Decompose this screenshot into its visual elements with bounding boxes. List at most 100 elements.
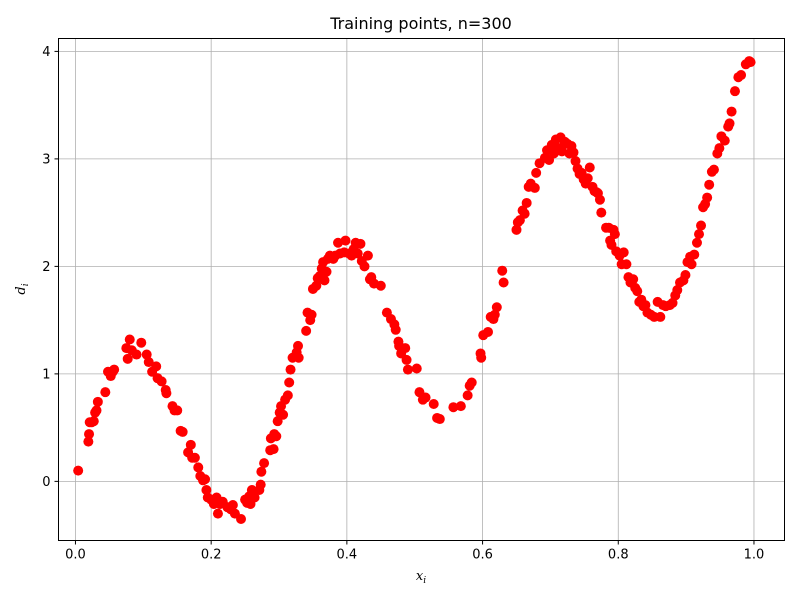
data-point bbox=[726, 106, 737, 117]
data-point bbox=[729, 86, 740, 97]
x-tick-label: 0.4 bbox=[337, 548, 358, 563]
data-point bbox=[632, 286, 643, 297]
y-tick-label: 0 bbox=[42, 475, 50, 490]
data-point bbox=[268, 444, 279, 455]
data-point bbox=[141, 349, 152, 360]
data-point bbox=[482, 326, 493, 337]
data-point bbox=[212, 508, 223, 519]
data-point bbox=[519, 208, 530, 219]
data-point bbox=[88, 416, 99, 427]
data-point bbox=[73, 465, 84, 476]
data-point bbox=[92, 396, 103, 407]
data-point bbox=[489, 309, 500, 320]
data-point bbox=[285, 364, 296, 375]
data-point bbox=[390, 324, 401, 335]
data-point bbox=[462, 390, 473, 401]
data-point bbox=[531, 167, 542, 178]
data-point bbox=[691, 237, 702, 248]
x-tick-label: 0.2 bbox=[201, 548, 222, 563]
data-point bbox=[249, 492, 260, 503]
y-tick-label: 3 bbox=[42, 152, 50, 167]
data-point bbox=[246, 484, 257, 495]
data-point bbox=[319, 275, 330, 286]
data-point bbox=[714, 143, 725, 154]
data-point bbox=[284, 377, 295, 388]
data-point bbox=[411, 363, 422, 374]
data-point bbox=[708, 164, 719, 175]
data-point bbox=[200, 474, 211, 485]
data-point bbox=[340, 235, 351, 246]
plot-frame bbox=[58, 38, 785, 541]
data-point bbox=[618, 247, 629, 258]
grid bbox=[58, 38, 785, 541]
data-point bbox=[672, 285, 683, 296]
data-point bbox=[91, 405, 102, 416]
data-point bbox=[321, 266, 332, 277]
data-point bbox=[466, 377, 477, 388]
data-points bbox=[73, 56, 756, 525]
data-point bbox=[255, 479, 266, 490]
data-point bbox=[621, 259, 632, 270]
data-point bbox=[193, 462, 204, 473]
data-point bbox=[352, 248, 363, 259]
data-point bbox=[109, 364, 120, 375]
chart-title: Training points, n=300 bbox=[329, 14, 512, 33]
axis-ticks: 0.0 0.2 0.4 0.6 0.8 1.0 0 1 2 3 4 bbox=[42, 45, 764, 563]
data-point bbox=[724, 118, 735, 129]
data-point bbox=[83, 436, 94, 447]
data-point bbox=[355, 238, 366, 249]
data-point bbox=[201, 484, 212, 495]
data-point bbox=[256, 466, 267, 477]
data-point bbox=[497, 265, 508, 276]
data-point bbox=[420, 392, 431, 403]
data-point bbox=[122, 353, 133, 364]
data-point bbox=[628, 274, 639, 285]
data-point bbox=[227, 500, 238, 511]
data-point bbox=[124, 334, 135, 345]
data-point bbox=[172, 405, 183, 416]
data-point bbox=[704, 179, 715, 190]
data-point bbox=[667, 297, 678, 308]
data-point bbox=[582, 173, 593, 184]
data-point bbox=[570, 156, 581, 167]
y-tick-label: 4 bbox=[42, 45, 50, 60]
data-point bbox=[185, 439, 196, 450]
data-point bbox=[529, 182, 540, 193]
data-point bbox=[293, 352, 304, 363]
data-point bbox=[156, 376, 167, 387]
x-tick-label: 0.0 bbox=[65, 548, 86, 563]
data-point bbox=[177, 426, 188, 437]
data-point bbox=[301, 325, 312, 336]
data-point bbox=[584, 162, 595, 173]
x-tick-label: 0.8 bbox=[608, 548, 629, 563]
y-axis-label: di bbox=[14, 283, 31, 294]
data-point bbox=[400, 343, 411, 354]
data-point bbox=[491, 302, 502, 313]
y-tick-label: 2 bbox=[42, 260, 50, 275]
data-point bbox=[131, 349, 142, 360]
data-point bbox=[686, 259, 697, 270]
data-point bbox=[568, 147, 579, 158]
data-point bbox=[609, 229, 620, 240]
data-point bbox=[293, 340, 304, 351]
data-point bbox=[521, 197, 532, 208]
data-point bbox=[100, 387, 111, 398]
data-point bbox=[151, 361, 162, 372]
x-tick-label: 0.6 bbox=[472, 548, 493, 563]
data-point bbox=[448, 402, 459, 413]
data-point bbox=[311, 280, 322, 291]
data-point bbox=[402, 364, 413, 375]
data-point bbox=[189, 452, 200, 463]
data-point bbox=[640, 300, 651, 311]
data-point bbox=[655, 311, 666, 322]
data-point bbox=[401, 354, 412, 365]
data-point bbox=[362, 250, 373, 261]
data-point bbox=[594, 194, 605, 205]
data-point bbox=[719, 135, 730, 146]
data-point bbox=[702, 192, 713, 203]
data-point bbox=[236, 514, 247, 525]
data-point bbox=[359, 261, 370, 272]
data-point bbox=[689, 249, 700, 260]
data-point bbox=[511, 224, 522, 235]
